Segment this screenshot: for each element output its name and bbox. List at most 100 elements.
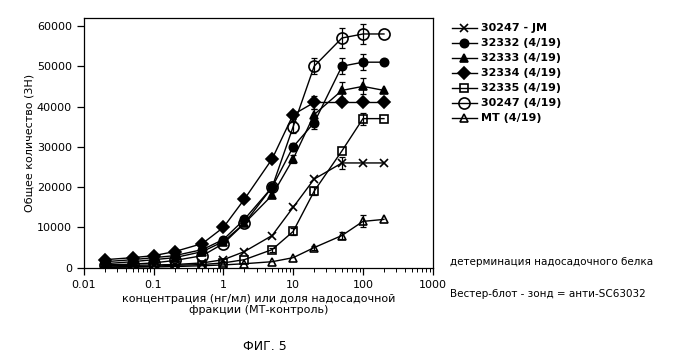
Line: MT (4/19): MT (4/19) <box>101 215 388 272</box>
30247 (4/19) <box>149 261 158 265</box>
30247 (4/19) <box>198 253 207 258</box>
MT (4/19) <box>289 256 297 260</box>
32333 (4/19) <box>219 240 228 244</box>
MT (4/19) <box>268 260 276 264</box>
30247 (4/19) <box>338 36 346 40</box>
30247 - JM <box>268 233 276 238</box>
32332 (4/19) <box>240 217 248 222</box>
32335 (4/19) <box>310 189 318 193</box>
30247 - JM <box>240 250 248 254</box>
32333 (4/19) <box>338 88 346 92</box>
32332 (4/19) <box>338 64 346 68</box>
32333 (4/19) <box>240 221 248 226</box>
32334 (4/19) <box>240 197 248 201</box>
30247 (4/19) <box>240 221 248 226</box>
32332 (4/19) <box>170 253 179 258</box>
32335 (4/19) <box>128 265 137 269</box>
Text: ФИГ. 5: ФИГ. 5 <box>244 341 287 353</box>
32335 (4/19) <box>101 265 109 269</box>
32334 (4/19) <box>310 100 318 105</box>
MT (4/19) <box>101 265 109 270</box>
30247 (4/19) <box>219 241 228 246</box>
32335 (4/19) <box>359 116 367 121</box>
Legend: 30247 - JM, 32332 (4/19), 32333 (4/19), 32334 (4/19), 32335 (4/19), 30247 (4/19): 30247 - JM, 32332 (4/19), 32333 (4/19), … <box>452 24 561 124</box>
30247 - JM <box>198 261 207 265</box>
32332 (4/19) <box>289 145 297 149</box>
MT (4/19) <box>240 262 248 266</box>
30247 - JM <box>289 205 297 210</box>
32334 (4/19) <box>359 100 367 105</box>
MT (4/19) <box>338 233 346 238</box>
MT (4/19) <box>359 219 367 223</box>
32335 (4/19) <box>170 263 179 267</box>
32335 (4/19) <box>149 264 158 268</box>
32335 (4/19) <box>219 261 228 265</box>
32335 (4/19) <box>338 149 346 153</box>
32333 (4/19) <box>170 256 179 260</box>
32332 (4/19) <box>380 60 388 64</box>
32334 (4/19) <box>338 100 346 105</box>
32334 (4/19) <box>128 256 137 260</box>
32335 (4/19) <box>380 116 388 121</box>
32334 (4/19) <box>219 225 228 230</box>
Line: 32333 (4/19): 32333 (4/19) <box>101 82 388 268</box>
32335 (4/19) <box>289 229 297 233</box>
MT (4/19) <box>198 263 207 268</box>
30247 (4/19) <box>128 262 137 266</box>
32333 (4/19) <box>359 84 367 89</box>
32334 (4/19) <box>101 257 109 262</box>
32333 (4/19) <box>149 257 158 262</box>
30247 - JM <box>310 177 318 181</box>
32332 (4/19) <box>268 185 276 189</box>
30247 (4/19) <box>268 185 276 189</box>
30247 - JM <box>149 263 158 267</box>
32334 (4/19) <box>289 112 297 117</box>
MT (4/19) <box>128 265 137 269</box>
32335 (4/19) <box>268 247 276 252</box>
32332 (4/19) <box>128 257 137 262</box>
30247 - JM <box>128 263 137 267</box>
Line: 30247 - JM: 30247 - JM <box>101 159 388 270</box>
32333 (4/19) <box>128 260 137 264</box>
32333 (4/19) <box>380 88 388 92</box>
30247 (4/19) <box>101 263 109 267</box>
30247 - JM <box>380 161 388 165</box>
30247 (4/19) <box>359 32 367 36</box>
32333 (4/19) <box>289 157 297 161</box>
30247 (4/19) <box>310 64 318 68</box>
30247 - JM <box>170 262 179 267</box>
32333 (4/19) <box>101 262 109 266</box>
32334 (4/19) <box>149 253 158 258</box>
32333 (4/19) <box>198 250 207 254</box>
MT (4/19) <box>219 263 228 267</box>
Line: 32334 (4/19): 32334 (4/19) <box>101 98 388 264</box>
32332 (4/19) <box>310 121 318 125</box>
30247 (4/19) <box>380 32 388 36</box>
30247 (4/19) <box>289 125 297 129</box>
30247 - JM <box>219 257 228 262</box>
MT (4/19) <box>310 246 318 250</box>
32332 (4/19) <box>219 237 228 242</box>
Text: Вестер-блот - зонд = анти-SC63032: Вестер-блот - зонд = анти-SC63032 <box>450 289 646 299</box>
Text: детерминация надосадочного белка: детерминация надосадочного белка <box>450 257 653 267</box>
Line: 32335 (4/19): 32335 (4/19) <box>101 115 388 271</box>
Line: 30247 (4/19): 30247 (4/19) <box>99 29 389 271</box>
MT (4/19) <box>149 265 158 269</box>
30247 - JM <box>359 161 367 165</box>
Y-axis label: Общее количество (3Н): Общее количество (3Н) <box>24 74 34 212</box>
32335 (4/19) <box>198 262 207 267</box>
30247 (4/19) <box>170 258 179 263</box>
32334 (4/19) <box>380 100 388 105</box>
MT (4/19) <box>170 265 179 269</box>
32332 (4/19) <box>149 256 158 260</box>
32332 (4/19) <box>198 247 207 252</box>
32333 (4/19) <box>268 193 276 197</box>
32332 (4/19) <box>359 60 367 64</box>
30247 - JM <box>101 263 109 268</box>
32334 (4/19) <box>198 241 207 246</box>
X-axis label: концентрация (нг/мл) или доля надосадочной
фракции (МТ-контроль): концентрация (нг/мл) или доля надосадочн… <box>121 294 395 315</box>
32335 (4/19) <box>240 257 248 262</box>
MT (4/19) <box>380 217 388 222</box>
32333 (4/19) <box>310 112 318 117</box>
32332 (4/19) <box>101 260 109 264</box>
